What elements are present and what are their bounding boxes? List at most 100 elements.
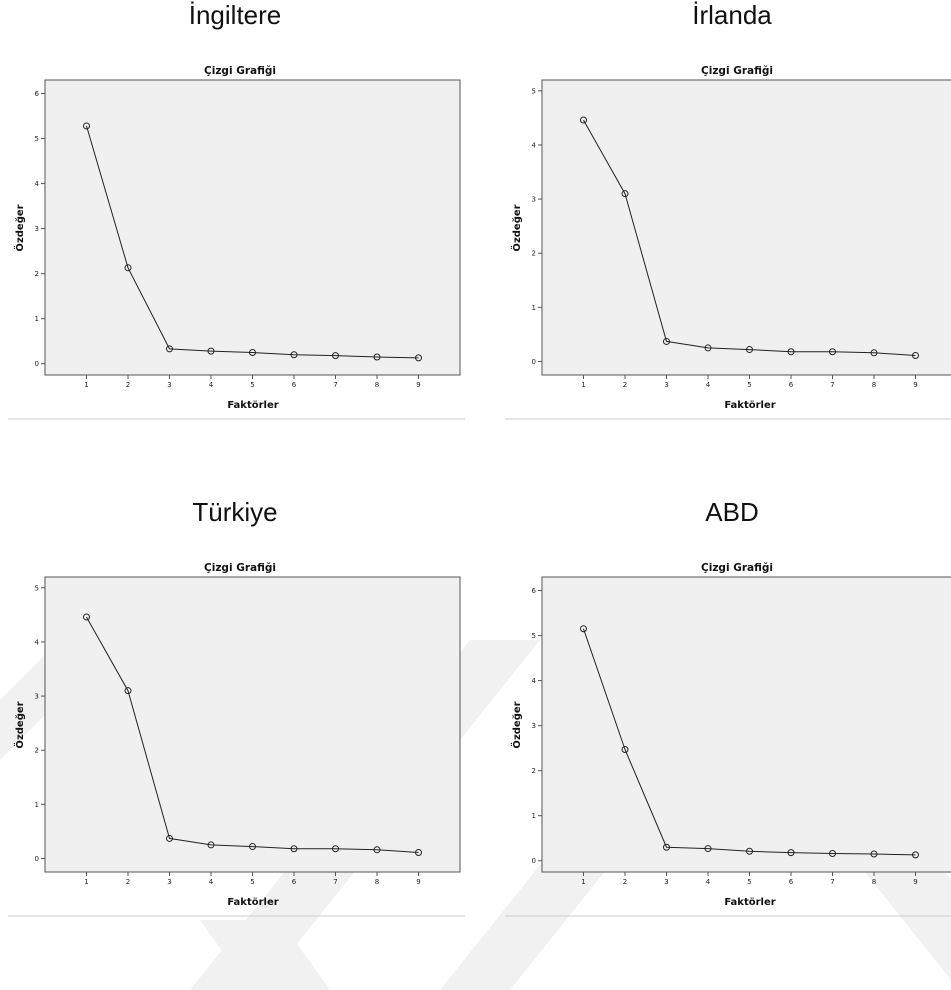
y-tick-label: 3 bbox=[35, 693, 39, 701]
x-tick-label: 1 bbox=[581, 878, 585, 886]
x-tick-label: 7 bbox=[830, 381, 834, 389]
data-point bbox=[663, 843, 670, 851]
y-tick-label: 5 bbox=[35, 135, 39, 143]
x-axis-label: Faktörler bbox=[724, 400, 775, 411]
series-line bbox=[86, 616, 419, 853]
data-point bbox=[829, 850, 836, 858]
x-tick-label: 7 bbox=[333, 878, 337, 886]
x-tick-label: 8 bbox=[872, 381, 876, 389]
y-axis-label: Özdeğer bbox=[12, 701, 26, 748]
y-tick-label: 4 bbox=[35, 638, 40, 646]
data-point bbox=[83, 122, 90, 130]
country-title: ABD bbox=[705, 497, 759, 527]
chart-panel-irlanda: İrlanda Çizgi Grafiği Özdeğer Faktörler … bbox=[497, 0, 951, 425]
x-tick-label: 6 bbox=[292, 878, 297, 886]
chart-title: Çizgi Grafiği bbox=[701, 562, 773, 574]
x-tick-label: 5 bbox=[250, 878, 254, 886]
y-axis-label: Özdeğer bbox=[12, 204, 26, 251]
x-tick-label: 9 bbox=[913, 381, 917, 389]
x-tick-label: 3 bbox=[664, 381, 668, 389]
y-tick-label: 1 bbox=[532, 304, 536, 312]
data-point bbox=[870, 850, 878, 858]
data-point bbox=[580, 116, 587, 124]
data-point bbox=[787, 348, 795, 356]
x-tick-label: 4 bbox=[209, 381, 214, 389]
y-tick-label: 0 bbox=[35, 360, 39, 368]
y-tick-label: 2 bbox=[532, 767, 536, 775]
y-tick-label: 2 bbox=[35, 747, 39, 755]
x-tick-label: 1 bbox=[84, 381, 88, 389]
data-point bbox=[290, 845, 298, 853]
x-tick-label: 8 bbox=[375, 381, 379, 389]
x-tick-label: 2 bbox=[126, 878, 130, 886]
data-point bbox=[290, 351, 298, 359]
plot-area bbox=[541, 79, 951, 376]
x-tick-label: 6 bbox=[789, 381, 794, 389]
y-tick-label: 0 bbox=[532, 358, 536, 366]
y-tick-label: 3 bbox=[35, 225, 39, 233]
x-tick-label: 4 bbox=[209, 878, 214, 886]
data-point bbox=[704, 344, 712, 352]
x-tick-label: 8 bbox=[872, 878, 876, 886]
chart-panel-turkiye: Türkiye Çizgi Grafiği Özdeğer Faktörler … bbox=[0, 497, 470, 922]
x-tick-label: 9 bbox=[913, 878, 917, 886]
data-point bbox=[83, 613, 90, 621]
y-tick-label: 4 bbox=[532, 677, 537, 685]
chart-title: Çizgi Grafiği bbox=[204, 562, 276, 574]
y-tick-label: 5 bbox=[35, 584, 39, 592]
data-point bbox=[870, 349, 878, 357]
data-point bbox=[621, 190, 629, 198]
y-tick-label: 3 bbox=[532, 196, 536, 204]
data-point bbox=[912, 851, 919, 859]
x-tick-label: 3 bbox=[664, 878, 668, 886]
data-point bbox=[663, 337, 670, 345]
x-tick-label: 2 bbox=[623, 381, 627, 389]
x-axis-label: Faktörler bbox=[724, 897, 775, 908]
chart-title: Çizgi Grafiği bbox=[701, 65, 773, 77]
data-point bbox=[912, 352, 919, 360]
data-point bbox=[249, 348, 256, 356]
plot-area bbox=[541, 576, 951, 873]
country-title: İrlanda bbox=[692, 0, 772, 30]
data-point bbox=[829, 348, 836, 356]
data-point bbox=[580, 625, 587, 633]
chart-panel-ingiltere: İngiltere Çizgi Grafiği Özdeğer Faktörle… bbox=[0, 0, 470, 425]
y-tick-label: 6 bbox=[532, 587, 537, 595]
data-point bbox=[373, 846, 381, 854]
series-line bbox=[86, 125, 419, 359]
x-tick-label: 7 bbox=[333, 381, 337, 389]
x-axis-label: Faktörler bbox=[227, 400, 278, 411]
scree-plot: Çizgi Grafiği Özdeğer Faktörler 0 1 2 3 4 5 1… bbox=[8, 562, 465, 917]
data-point bbox=[332, 352, 339, 360]
y-tick-label: 0 bbox=[532, 857, 536, 865]
x-axis-label: Faktörler bbox=[227, 897, 278, 908]
data-point bbox=[787, 849, 795, 857]
x-tick-label: 4 bbox=[706, 381, 711, 389]
data-point bbox=[373, 353, 381, 361]
data-point bbox=[746, 346, 753, 354]
y-axis-label: Özdeğer bbox=[509, 701, 523, 748]
chart-panel-abd: ABD Çizgi Grafiği Özdeğer Faktörler 0 1 2 3… bbox=[497, 497, 951, 922]
data-point bbox=[124, 687, 132, 695]
x-tick-label: 6 bbox=[789, 878, 794, 886]
x-tick-label: 8 bbox=[375, 878, 379, 886]
x-tick-label: 5 bbox=[747, 878, 751, 886]
country-title: Türkiye bbox=[192, 497, 278, 527]
x-tick-label: 1 bbox=[581, 381, 585, 389]
scree-plot: Çizgi Grafiği Özdeğer Faktörler 0123456 … bbox=[505, 562, 951, 917]
x-tick-label: 2 bbox=[623, 878, 627, 886]
series-line bbox=[583, 119, 916, 356]
scree-plot: Çizgi Grafiği Özdeğer Faktörler 0123456 … bbox=[8, 65, 465, 420]
y-tick-label: 1 bbox=[35, 315, 39, 323]
y-tick-label: 2 bbox=[35, 270, 39, 278]
x-tick-label: 5 bbox=[747, 381, 751, 389]
y-tick-label: 4 bbox=[35, 180, 40, 188]
x-tick-label: 1 bbox=[84, 878, 88, 886]
x-tick-label: 7 bbox=[830, 878, 834, 886]
data-point bbox=[746, 847, 753, 855]
data-point bbox=[249, 843, 256, 851]
chart-title: Çizgi Grafiği bbox=[204, 65, 276, 77]
x-tick-label: 9 bbox=[416, 878, 420, 886]
y-tick-label: 3 bbox=[532, 722, 536, 730]
data-point bbox=[207, 347, 215, 355]
